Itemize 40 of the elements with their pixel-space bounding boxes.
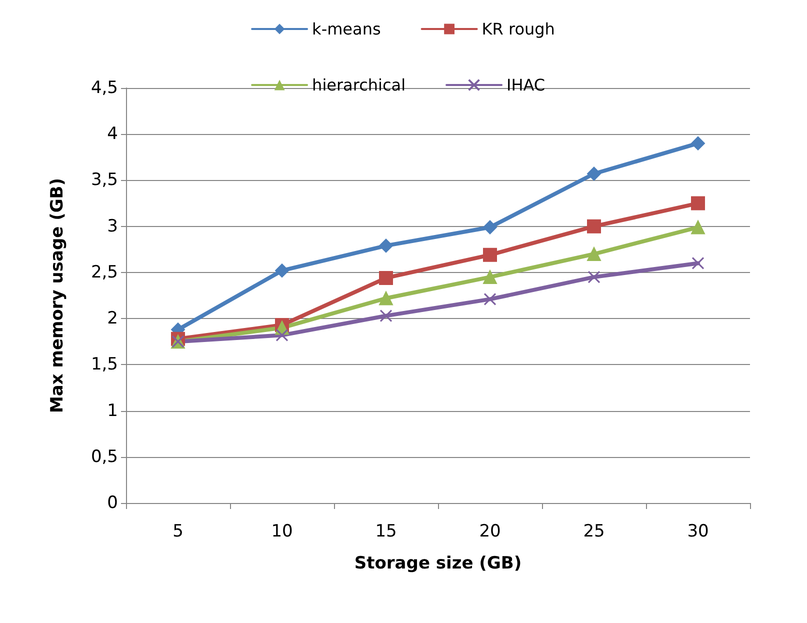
point [691,196,705,210]
point [379,270,393,285]
x-tick-label: 10 [271,522,293,542]
y-tick-label: 0,5 [90,446,118,467]
point [587,247,601,261]
point [691,136,705,150]
x-tick-label: 25 [583,522,605,542]
x-tick-label: 15 [375,522,397,542]
x-axis-title: Storage size (GB) [354,554,522,574]
point [587,219,601,234]
y-tick-label: 0 [107,493,118,513]
point [588,270,600,284]
y-tick-label: 2,5 [90,262,118,282]
y-tick-label: 4,5 [90,78,118,98]
point [379,238,393,253]
y-tick-label: 1,5 [90,354,118,375]
y-tick-label: 2 [107,308,118,329]
point [587,166,601,181]
point [692,256,704,270]
point [483,248,497,262]
y-tick-label: 1 [107,400,118,421]
point [691,220,705,234]
legend-label: IHAC [506,76,546,94]
point [483,270,497,284]
x-tick-label: 30 [687,522,709,542]
y-tick-label: 4 [107,124,118,144]
point [380,309,392,322]
point [483,220,497,234]
x-tick-label: 5 [172,522,184,542]
legend-label: hierarchical [312,76,406,94]
point [484,292,496,306]
y-tick-label: 3,5 [90,170,118,190]
point [275,264,289,278]
legend-label: k-means [312,20,381,38]
point [379,291,393,306]
legend-label: KR rough [482,20,555,38]
x-tick-label: 20 [479,522,501,542]
point [276,328,288,342]
y-axis-title: Max memory usage (GB) [48,178,68,414]
y-tick-label: 3 [107,216,118,236]
